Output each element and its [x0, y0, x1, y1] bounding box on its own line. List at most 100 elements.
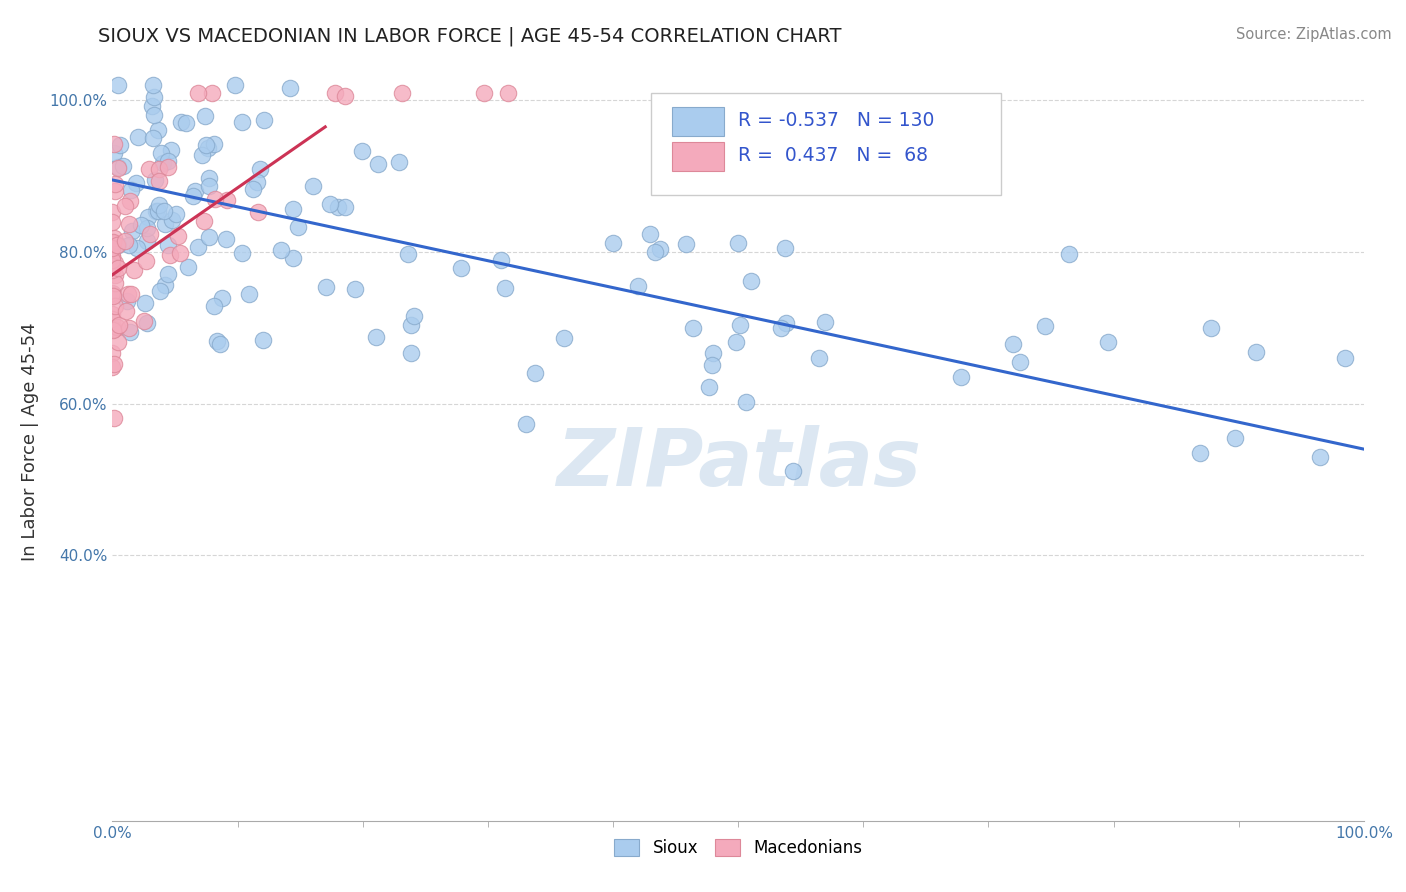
Point	[197, 140, 219, 154]
Point	[217, 194, 239, 208]
Point	[101, 286, 124, 301]
Point	[697, 380, 720, 394]
Point	[112, 160, 135, 174]
Point	[118, 194, 141, 208]
Point	[135, 254, 157, 268]
Point	[280, 81, 302, 95]
Point	[122, 262, 145, 277]
Point	[117, 286, 139, 301]
Point	[814, 315, 837, 329]
Point	[211, 291, 233, 305]
Point	[118, 320, 141, 334]
Point	[184, 184, 207, 198]
Point	[142, 78, 165, 93]
FancyBboxPatch shape	[672, 107, 724, 136]
Point	[107, 261, 129, 276]
Point	[148, 197, 170, 211]
Point	[404, 309, 426, 323]
Point	[740, 274, 762, 288]
Point	[198, 171, 221, 186]
Point	[153, 277, 176, 292]
Point	[287, 219, 309, 234]
Point	[149, 285, 172, 299]
Point	[231, 114, 253, 128]
Point	[117, 218, 139, 232]
Point	[103, 287, 125, 301]
Point	[602, 235, 624, 250]
Point	[103, 145, 125, 160]
Point	[165, 207, 187, 221]
Point	[215, 232, 238, 246]
Point	[204, 192, 226, 206]
Point	[101, 311, 124, 326]
Point	[101, 215, 124, 229]
Point	[138, 211, 160, 225]
Point	[108, 138, 131, 153]
Text: Source: ZipAtlas.com: Source: ZipAtlas.com	[1236, 27, 1392, 42]
Point	[494, 281, 516, 295]
Point	[249, 162, 271, 177]
Point	[238, 287, 260, 301]
Point	[101, 346, 124, 360]
Point	[725, 334, 748, 349]
Point	[105, 238, 128, 252]
Point	[148, 174, 170, 188]
Point	[101, 286, 124, 301]
Point	[770, 320, 793, 334]
Point	[198, 230, 221, 244]
Point	[153, 203, 176, 218]
Point	[242, 182, 264, 196]
Point	[101, 359, 124, 374]
Point	[101, 235, 124, 250]
Point	[107, 161, 129, 176]
Text: R = -0.537   N = 130: R = -0.537 N = 130	[738, 112, 935, 130]
Point	[1201, 320, 1223, 334]
Point	[104, 256, 127, 270]
Point	[159, 143, 181, 157]
Point	[101, 250, 124, 264]
Point	[1001, 336, 1024, 351]
Point	[157, 153, 180, 168]
Point	[118, 325, 141, 339]
Point	[181, 189, 204, 203]
Point	[388, 154, 411, 169]
Point	[145, 204, 167, 219]
Point	[121, 224, 143, 238]
Point	[193, 213, 215, 227]
Point	[648, 243, 671, 257]
Point	[187, 240, 209, 254]
Point	[101, 263, 124, 277]
Point	[202, 137, 225, 152]
Point	[104, 177, 127, 191]
Point	[270, 243, 292, 257]
Point	[713, 148, 735, 162]
Point	[101, 249, 124, 263]
Point	[101, 241, 124, 255]
Point	[157, 160, 180, 174]
Point	[146, 123, 169, 137]
Point	[682, 320, 704, 334]
Point	[281, 202, 304, 216]
Point	[391, 86, 413, 100]
Text: ZIPatlas: ZIPatlas	[555, 425, 921, 503]
Point	[727, 236, 749, 251]
Point	[157, 267, 180, 281]
Point	[191, 148, 214, 162]
Point	[157, 237, 180, 252]
Point	[281, 251, 304, 265]
Point	[1059, 247, 1081, 261]
Point	[107, 238, 129, 252]
Point	[150, 145, 173, 160]
Point	[472, 86, 495, 100]
Point	[104, 300, 127, 314]
Point	[252, 333, 274, 347]
Point	[205, 334, 228, 349]
Point	[138, 227, 160, 241]
Point	[108, 318, 131, 332]
Point	[101, 236, 124, 251]
Point	[246, 175, 269, 189]
Point	[141, 99, 163, 113]
Point	[326, 200, 349, 214]
Point	[515, 417, 537, 432]
Point	[104, 276, 127, 290]
